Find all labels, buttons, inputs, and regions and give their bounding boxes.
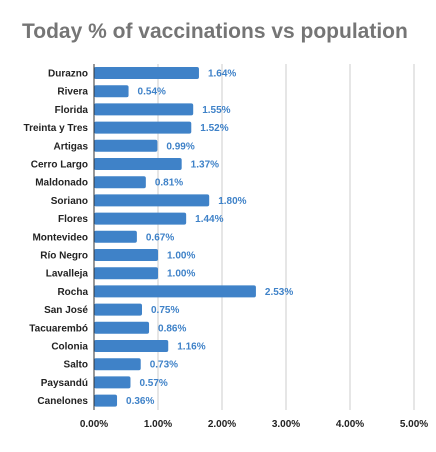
bar — [94, 340, 169, 352]
bar — [94, 358, 141, 371]
chart-title: Today % of vaccinations vs population — [22, 20, 408, 43]
data-label: 1.16% — [177, 342, 205, 353]
category-label: Tacuarembó — [29, 323, 88, 334]
category-label: Cerro Largo — [31, 160, 88, 171]
bar — [94, 85, 129, 98]
category-label: Rocha — [57, 287, 88, 298]
x-tick-label: 1.00% — [144, 419, 172, 430]
category-label: Rivera — [57, 87, 88, 98]
bar — [94, 158, 182, 170]
category-label: Río Negro — [40, 251, 88, 262]
data-label: 0.73% — [150, 360, 178, 371]
data-label: 1.00% — [167, 269, 195, 280]
category-label: Lavalleja — [46, 269, 89, 280]
data-label: 1.55% — [202, 105, 230, 116]
data-label: 2.53% — [265, 287, 293, 298]
data-label: 1.80% — [218, 196, 246, 207]
bar — [94, 303, 142, 316]
data-label: 1.44% — [195, 214, 223, 225]
bar — [94, 249, 158, 261]
bar — [94, 212, 187, 225]
data-label: 1.00% — [167, 251, 195, 262]
data-label: 0.67% — [146, 232, 174, 243]
data-label: 0.81% — [155, 178, 183, 189]
bar — [94, 139, 158, 152]
category-label: San José — [44, 305, 88, 316]
bar — [94, 103, 194, 116]
bar — [94, 67, 199, 79]
data-label: 0.99% — [166, 141, 194, 152]
x-tick-label: 2.00% — [208, 419, 236, 430]
category-label: Montevideo — [32, 232, 88, 243]
bar — [94, 176, 146, 189]
bar — [94, 230, 137, 243]
x-tick-label: 0.00% — [80, 419, 108, 430]
data-label: 0.36% — [126, 396, 154, 407]
bar — [94, 285, 256, 298]
category-label: Treinta y Tres — [24, 123, 89, 134]
category-label: Maldonado — [35, 178, 88, 189]
data-label: 1.37% — [191, 160, 219, 171]
category-label: Florida — [55, 105, 89, 116]
category-label: Paysandú — [41, 378, 88, 389]
category-label: Artigas — [54, 141, 89, 152]
bar — [94, 321, 150, 334]
category-label: Flores — [58, 214, 88, 225]
data-label: 0.75% — [151, 305, 179, 316]
x-tick-label: 3.00% — [272, 419, 300, 430]
data-label: 0.54% — [138, 87, 166, 98]
x-tick-label: 4.00% — [336, 419, 364, 430]
bar — [94, 121, 192, 134]
category-label: Salto — [64, 360, 88, 371]
bar — [94, 394, 118, 407]
category-label: Canelones — [37, 396, 88, 407]
bar — [94, 194, 210, 207]
category-label: Durazno — [48, 69, 88, 80]
bar — [94, 376, 131, 389]
x-tick-label: 5.00% — [400, 419, 428, 430]
data-label: 0.86% — [158, 323, 186, 334]
data-label: 0.57% — [139, 378, 167, 389]
category-label: Soriano — [51, 196, 88, 207]
data-label: 1.52% — [200, 123, 228, 134]
category-label: Colonia — [51, 342, 88, 353]
data-label: 1.64% — [208, 69, 236, 80]
bar — [94, 267, 158, 280]
